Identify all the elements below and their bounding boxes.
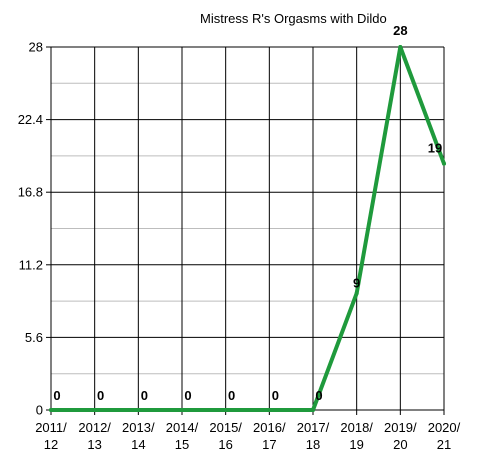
data-point (311, 408, 315, 412)
y-tick-label: 16.8 (18, 185, 43, 200)
data-label: 0 (228, 388, 235, 403)
y-tick-label: 0 (36, 403, 43, 418)
x-tick-label: 2019/ (384, 420, 417, 435)
data-point (354, 291, 359, 296)
data-point (136, 408, 141, 412)
data-label: 19 (428, 141, 442, 156)
data-point (49, 408, 53, 412)
y-axis-ticks: 0 5.6 11.2 16.8 22.4 28 (18, 40, 43, 418)
x-tick-label: 18 (306, 437, 320, 452)
x-axis-ticks: 2011/12 2012/13 2013/14 2014/15 2015/16 2016/… (35, 420, 460, 452)
data-point (223, 408, 228, 412)
data-label: 0 (315, 388, 322, 403)
data-point (267, 408, 272, 412)
series-line (49, 45, 446, 412)
data-label: 0 (141, 388, 148, 403)
data-labels: 0 0 0 0 0 0 0 9 28 19 (53, 23, 442, 403)
data-point (442, 161, 446, 166)
chart-title: Mistress R's Orgasms with Dildo (200, 11, 387, 26)
x-tick-label: 2012/ (78, 420, 111, 435)
y-tick-label: 5.6 (25, 330, 43, 345)
y-tick-label: 11.2 (19, 257, 43, 272)
x-tick-label: 2016/ (253, 420, 286, 435)
data-label: 0 (53, 388, 60, 403)
data-label: 28 (393, 23, 407, 38)
x-tick-label: 21 (437, 437, 451, 452)
data-label: 9 (353, 275, 360, 290)
x-tick-label: 12 (44, 437, 58, 452)
x-tick-label: 2018/ (340, 420, 373, 435)
data-label: 0 (272, 388, 279, 403)
x-tick-label: 2020/ (428, 420, 461, 435)
x-tick-label: 13 (87, 437, 101, 452)
y-tick-label: 28 (29, 40, 43, 55)
data-point (92, 408, 97, 412)
x-tick-label: 16 (218, 437, 232, 452)
x-tick-label: 20 (393, 437, 407, 452)
x-tick-label: 19 (349, 437, 363, 452)
x-tick-label: 2017/ (297, 420, 330, 435)
data-label: 0 (97, 388, 104, 403)
x-tick-label: 14 (131, 437, 145, 452)
series-group (49, 45, 446, 412)
major-gridlines (46, 46, 445, 415)
data-point (180, 408, 184, 412)
x-tick-label: 2011/ (35, 420, 67, 435)
minor-gridlines (51, 82, 444, 375)
data-label: 0 (184, 388, 191, 403)
x-tick-label: 17 (262, 437, 276, 452)
data-point (398, 45, 403, 49)
y-tick-label: 22.4 (18, 112, 43, 127)
x-tick-label: 2014/ (166, 420, 199, 435)
x-tick-label: 2015/ (209, 420, 242, 435)
x-tick-label: 15 (175, 437, 189, 452)
x-tick-label: 2013/ (122, 420, 155, 435)
